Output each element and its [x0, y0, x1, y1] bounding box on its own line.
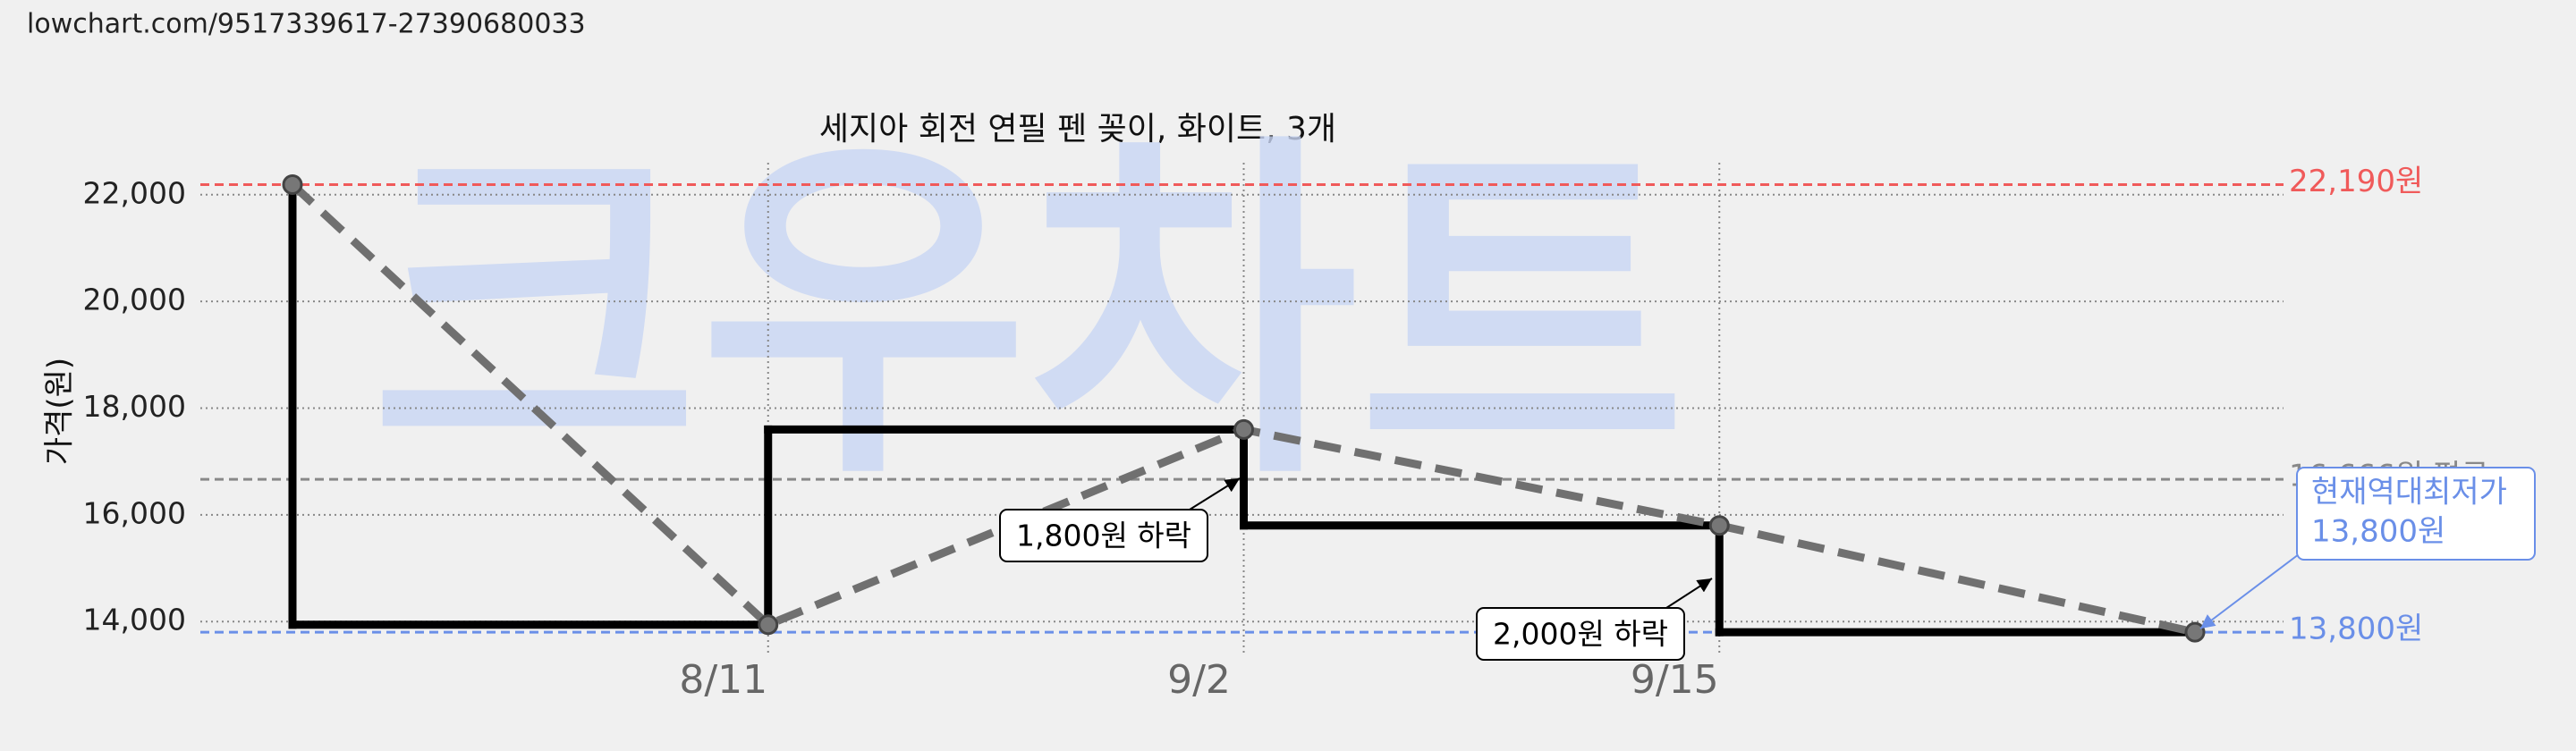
point	[758, 614, 779, 636]
y-tick-label: 22,000	[83, 175, 186, 210]
point	[2184, 621, 2206, 643]
y-tick-label: 16,000	[83, 495, 186, 530]
y-axis-label: 가격(원)	[42, 358, 78, 465]
x-tick-label: 9/15	[1631, 657, 1719, 703]
annotation-box	[1476, 607, 1685, 661]
annotation-text: 1,800원 하락	[1016, 519, 1191, 553]
point	[1708, 515, 1730, 536]
callout-box	[2296, 467, 2536, 561]
callout-arrow	[2199, 553, 2300, 629]
watermark: 크우차트	[370, 106, 1687, 522]
x-tick-label: 9/2	[1167, 657, 1231, 703]
annotation-arrow	[1189, 477, 1241, 511]
callout-text: 현재역대최저가	[2311, 475, 2507, 511]
x-tick-label: 8/11	[679, 657, 767, 703]
y-tick-label: 20,000	[83, 283, 186, 317]
url: lowchart.com/9517339617-27390680033	[27, 9, 586, 40]
y-tick-label: 14,000	[83, 603, 186, 637]
reference-label: 22,190원	[2289, 164, 2423, 199]
reference-label: 13,800원	[2289, 612, 2423, 647]
chart-title: 세지아 회전 연필 펜 꽂이, 화이트, 3개	[819, 111, 1336, 148]
annotation-text: 2,000원 하락	[1493, 617, 1668, 652]
annotation-arrow	[1665, 578, 1713, 609]
callout-text: 13,800원	[2311, 514, 2445, 550]
annotation-box	[999, 509, 1208, 562]
point	[1233, 418, 1254, 440]
y-tick-label: 18,000	[83, 389, 186, 424]
point	[282, 173, 303, 195]
